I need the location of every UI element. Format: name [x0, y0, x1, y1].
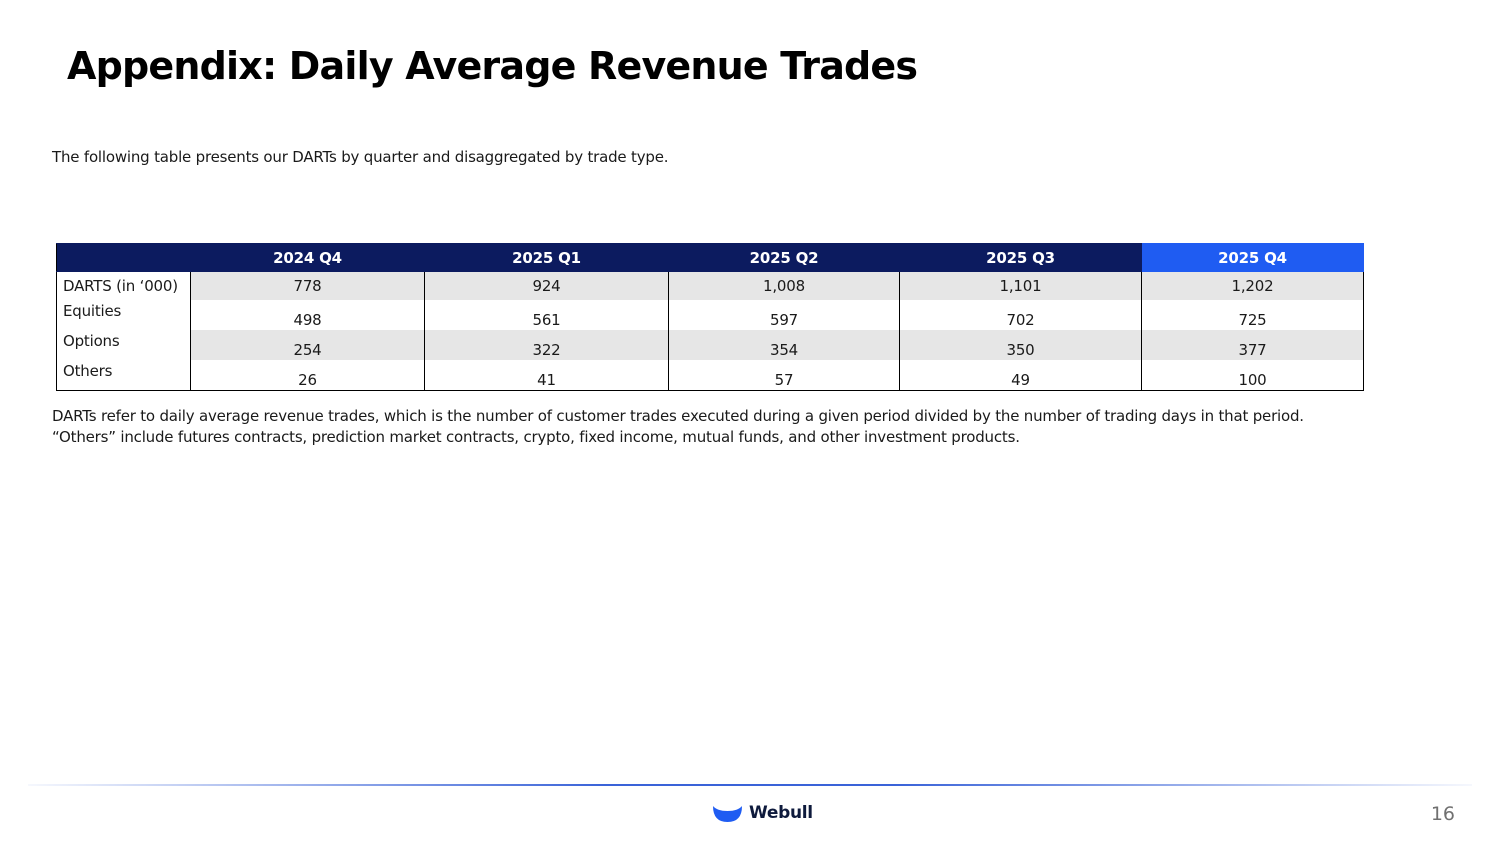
webull-smile-icon — [713, 806, 742, 822]
table-cell: 1,202 — [1141, 271, 1364, 300]
column-header: 2025 Q1 — [424, 243, 669, 272]
table-cell: 597 — [668, 300, 900, 330]
table-cell: 41 — [424, 360, 669, 391]
table-cell: 702 — [899, 300, 1142, 330]
darts-table: 2024 Q4 2025 Q1 2025 Q2 2025 Q3 2025 Q4 … — [56, 243, 1364, 391]
table-cell: 778 — [190, 271, 425, 300]
page-number: 16 — [1430, 803, 1455, 825]
footnote-darts-definition: DARTs refer to daily average revenue tra… — [52, 407, 1304, 425]
table-cell: 26 — [190, 360, 425, 391]
table-cell: 354 — [668, 330, 900, 360]
brand-logo: Webull — [712, 800, 813, 826]
table-cell: 725 — [1141, 300, 1364, 330]
table-cell: 498 — [190, 300, 425, 330]
table-row: Equities 498 561 597 702 725 — [56, 300, 1364, 330]
row-label: Equities — [56, 300, 191, 330]
table-cell: 561 — [424, 300, 669, 330]
table-header-row: 2024 Q4 2025 Q1 2025 Q2 2025 Q3 2025 Q4 — [56, 243, 1364, 272]
footnotes: DARTs refer to daily average revenue tra… — [52, 406, 1304, 448]
page-title: Appendix: Daily Average Revenue Trades — [67, 44, 918, 88]
row-label: DARTS (in ‘000) — [56, 271, 191, 300]
table-cell: 49 — [899, 360, 1142, 391]
row-label: Options — [56, 330, 191, 360]
table-cell: 377 — [1141, 330, 1364, 360]
table-cell: 350 — [899, 330, 1142, 360]
table-cell: 57 — [668, 360, 900, 391]
footnote-others-definition: “Others” include futures contracts, pred… — [52, 428, 1020, 446]
table-row: DARTS (in ‘000) 778 924 1,008 1,101 1,20… — [56, 271, 1364, 300]
table-cell: 1,101 — [899, 271, 1142, 300]
table-cell: 924 — [424, 271, 669, 300]
column-header: 2025 Q2 — [668, 243, 900, 272]
table-corner-cell — [56, 243, 191, 272]
brand-name: Webull — [749, 803, 813, 823]
column-header-highlight: 2025 Q4 — [1141, 243, 1364, 272]
row-label: Others — [56, 360, 191, 391]
table-cell: 100 — [1141, 360, 1364, 391]
intro-text: The following table presents our DARTs b… — [52, 148, 669, 166]
table-cell: 1,008 — [668, 271, 900, 300]
table-cell: 322 — [424, 330, 669, 360]
table-cell: 254 — [190, 330, 425, 360]
table-row: Options 254 322 354 350 377 — [56, 330, 1364, 360]
column-header: 2024 Q4 — [190, 243, 425, 272]
table-row: Others 26 41 57 49 100 — [56, 360, 1364, 391]
footer-divider — [28, 784, 1472, 786]
column-header: 2025 Q3 — [899, 243, 1142, 272]
